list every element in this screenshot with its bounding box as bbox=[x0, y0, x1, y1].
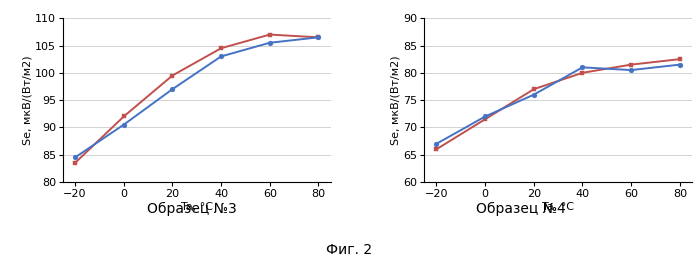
Text: Образец №4: Образец №4 bbox=[476, 202, 565, 216]
Y-axis label: Se, мкВ/(Вт/м2): Se, мкВ/(Вт/м2) bbox=[391, 55, 401, 145]
Y-axis label: Se, мкВ/(Вт/м2): Se, мкВ/(Вт/м2) bbox=[22, 55, 32, 145]
X-axis label: Ta, °C: Ta, °C bbox=[181, 202, 212, 212]
Text: Образец №3: Образец №3 bbox=[147, 202, 237, 216]
X-axis label: Ta, °C: Ta, °C bbox=[542, 202, 574, 212]
Text: Фиг. 2: Фиг. 2 bbox=[326, 243, 373, 257]
